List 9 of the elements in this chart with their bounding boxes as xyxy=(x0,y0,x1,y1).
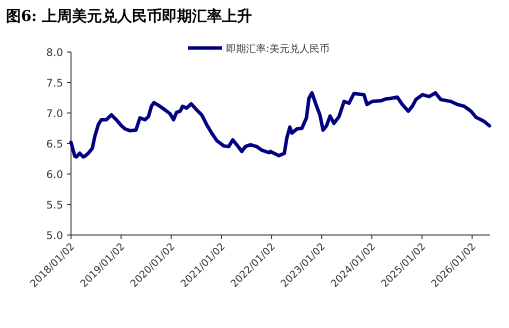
y-tick-label: 6.5 xyxy=(46,138,63,150)
y-tick-label: 7.5 xyxy=(46,78,63,90)
y-tick-label: 8.0 xyxy=(46,47,63,59)
y-tick-label: 7.0 xyxy=(46,108,63,120)
y-tick-label: 6.0 xyxy=(46,169,63,181)
chart-title: 图6: 上周美元兑人民币即期汇率上升 xyxy=(6,7,252,25)
y-tick-label: 5.0 xyxy=(46,230,63,242)
y-tick-label: 5.5 xyxy=(46,200,63,212)
legend-label: 即期汇率:美元兑人民币 xyxy=(226,43,330,55)
